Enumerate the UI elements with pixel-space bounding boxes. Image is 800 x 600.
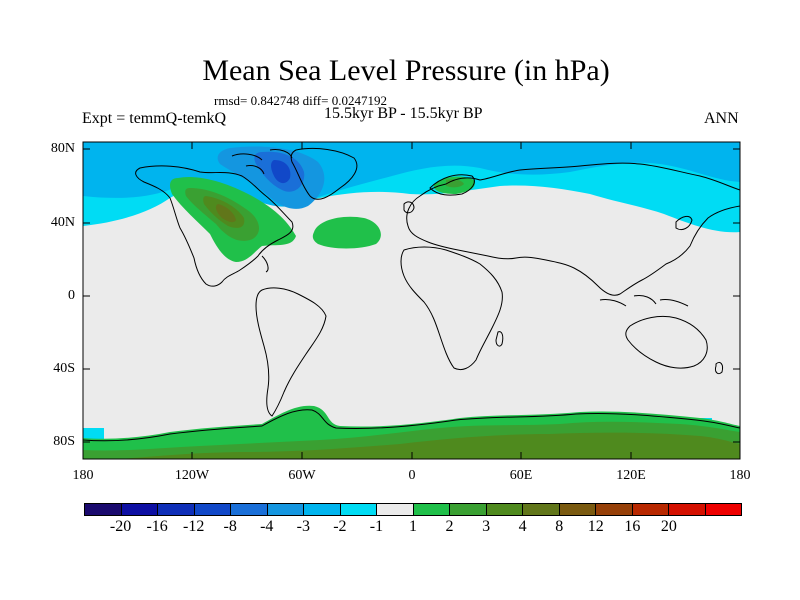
axis-ticks — [83, 142, 740, 459]
lat-label-0: 0 — [68, 288, 75, 303]
colorbar-swatch — [121, 504, 158, 515]
colorbar-swatch — [632, 504, 669, 515]
southern-cyan-patch-1 — [83, 428, 104, 440]
map-title: Mean Sea Level Pressure (in hPa) — [202, 54, 610, 87]
colorbar-swatch — [705, 504, 741, 515]
stats-label: rmsd= 0.842748 diff= 0.0247192 — [214, 93, 387, 108]
colorbar-swatch — [413, 504, 450, 515]
lon-label-180e: 180 — [729, 468, 751, 483]
lat-label-40n: 40N — [50, 215, 75, 230]
colorbar-label: -16 — [146, 518, 168, 535]
period-label: 15.5kyr BP - 15.5kyr BP — [324, 105, 483, 122]
coastline-south-america — [255, 287, 327, 417]
colorbar-label: -1 — [369, 518, 384, 535]
coastline-indonesia — [599, 295, 689, 307]
coastline-madagascar — [495, 331, 504, 347]
colorbar-swatch — [486, 504, 523, 515]
colorbar-label: -12 — [182, 518, 205, 535]
coastline-antarctica — [83, 409, 740, 442]
lat-label-80n: 80N — [50, 141, 75, 156]
north-america-anomaly-peak — [215, 204, 236, 223]
lon-label-60w: 60W — [288, 468, 316, 483]
lon-label-120w: 120W — [174, 468, 210, 483]
colorbar-swatch — [596, 504, 633, 515]
colorbar-swatch — [158, 504, 195, 515]
colorbar-label: -4 — [260, 518, 274, 535]
colorbar-label: 16 — [624, 518, 641, 535]
coastline-north-america — [135, 165, 294, 287]
lon-label-120e: 120E — [616, 468, 646, 483]
colorbar-label: -2 — [333, 518, 347, 535]
season-label: ANN — [704, 110, 739, 127]
arctic-anomaly-peak — [271, 160, 291, 184]
coastline-greenland — [290, 147, 358, 200]
coastline-australia — [625, 315, 708, 369]
colorbar-label: -20 — [109, 518, 132, 535]
colorbar — [84, 503, 742, 516]
colorbar-swatch — [340, 504, 377, 515]
colorbar-swatch — [377, 504, 414, 515]
colorbar-label: 8 — [555, 518, 564, 535]
colorbar-swatch — [559, 504, 596, 515]
coastline-florida — [261, 255, 269, 273]
colorbar-label: 2 — [445, 518, 454, 535]
colorbar-label: 20 — [660, 518, 677, 535]
lat-label-40s: 40S — [53, 361, 75, 376]
colorbar-swatch — [85, 504, 122, 515]
lon-label-60e: 60E — [509, 468, 533, 483]
coastline-africa — [400, 246, 503, 371]
lon-label-180w: 180 — [72, 468, 94, 483]
lat-label-80s: 80S — [53, 434, 75, 449]
coastline-scandinavia — [429, 174, 475, 196]
coastlines — [83, 147, 740, 442]
colorbar-swatch — [194, 504, 231, 515]
colorbar-label: -3 — [296, 518, 310, 535]
colorbar-swatch — [669, 504, 706, 515]
colorbar-swatch — [450, 504, 487, 515]
colorbar-label: 12 — [587, 518, 604, 535]
colorbar-swatch — [304, 504, 341, 515]
colorbar-swatch — [231, 504, 268, 515]
coastline-japan — [675, 215, 693, 231]
colorbar-label: 4 — [518, 518, 527, 535]
coastline-british-isles — [403, 201, 415, 214]
coastline-new-zealand — [715, 361, 723, 375]
colorbar-label: 3 — [482, 518, 491, 535]
colorbar-label: -8 — [223, 518, 237, 535]
lon-label-0: 0 — [408, 468, 416, 483]
colorbar-label: 1 — [409, 518, 417, 535]
atlantic-anomaly — [312, 216, 381, 249]
colorbar-swatch — [523, 504, 560, 515]
coastline-arctic-islands — [231, 149, 293, 175]
antarctic-anomaly-core — [120, 432, 740, 459]
colorbar-swatch — [267, 504, 304, 515]
coastline-eurasia — [406, 162, 740, 296]
experiment-label: Expt = temmQ-temkQ — [82, 110, 227, 127]
